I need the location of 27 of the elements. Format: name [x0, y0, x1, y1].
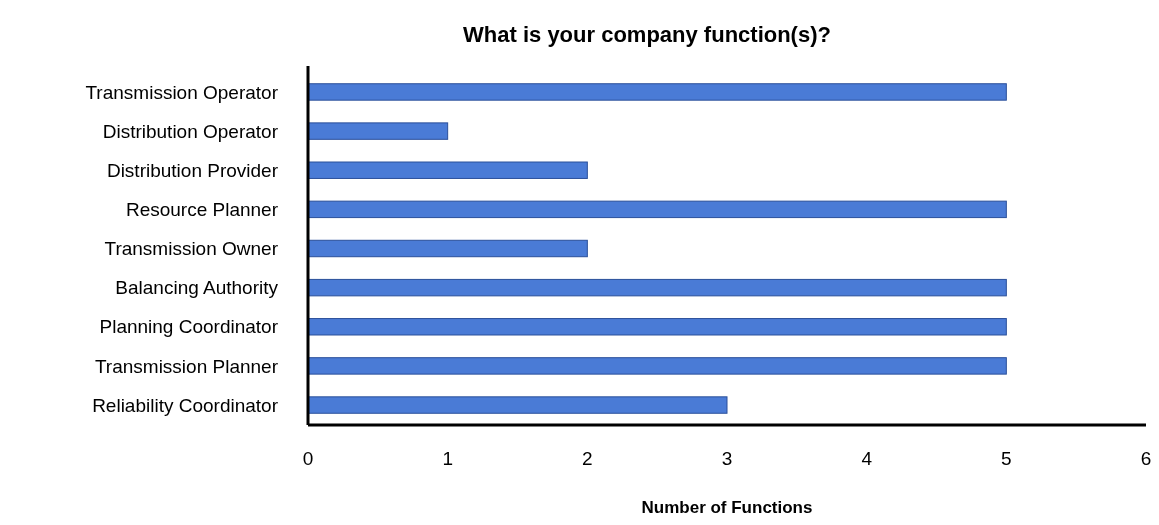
- x-tick-label: 5: [1001, 448, 1012, 469]
- x-axis-title: Number of Functions: [641, 498, 813, 517]
- bar: [307, 396, 728, 414]
- y-tick-label: Transmission Planner: [94, 355, 279, 377]
- y-tick-label: Resource Planner: [125, 199, 279, 221]
- y-tick-label: Transmission Operator: [85, 81, 279, 103]
- y-tick-label: Transmission Owner: [104, 238, 279, 260]
- bar: [307, 200, 1007, 219]
- bar: [307, 83, 1007, 101]
- x-tick-label: 3: [721, 448, 733, 469]
- bar: [307, 357, 1007, 375]
- y-tick-label: Planning Coordinator: [99, 316, 279, 338]
- y-tick-label: Distribution Provider: [106, 159, 279, 181]
- x-tick-label: 6: [1140, 448, 1152, 469]
- y-tick-label: Distribution Operator: [102, 120, 279, 142]
- bar: [307, 161, 588, 179]
- bar: [307, 239, 588, 258]
- y-tick-label: Balancing Authority: [115, 277, 279, 299]
- y-tick-label: Reliability Coordinator: [92, 394, 279, 416]
- x-tick-label: 1: [442, 448, 453, 469]
- chart-title: What is your company function(s)?: [463, 22, 831, 47]
- bar: [307, 318, 1007, 336]
- x-tick-label: 0: [302, 448, 314, 469]
- x-tick-label: 2: [582, 448, 593, 469]
- bar: [307, 278, 1007, 297]
- x-tick-label: 4: [861, 448, 873, 469]
- bar: [307, 122, 449, 140]
